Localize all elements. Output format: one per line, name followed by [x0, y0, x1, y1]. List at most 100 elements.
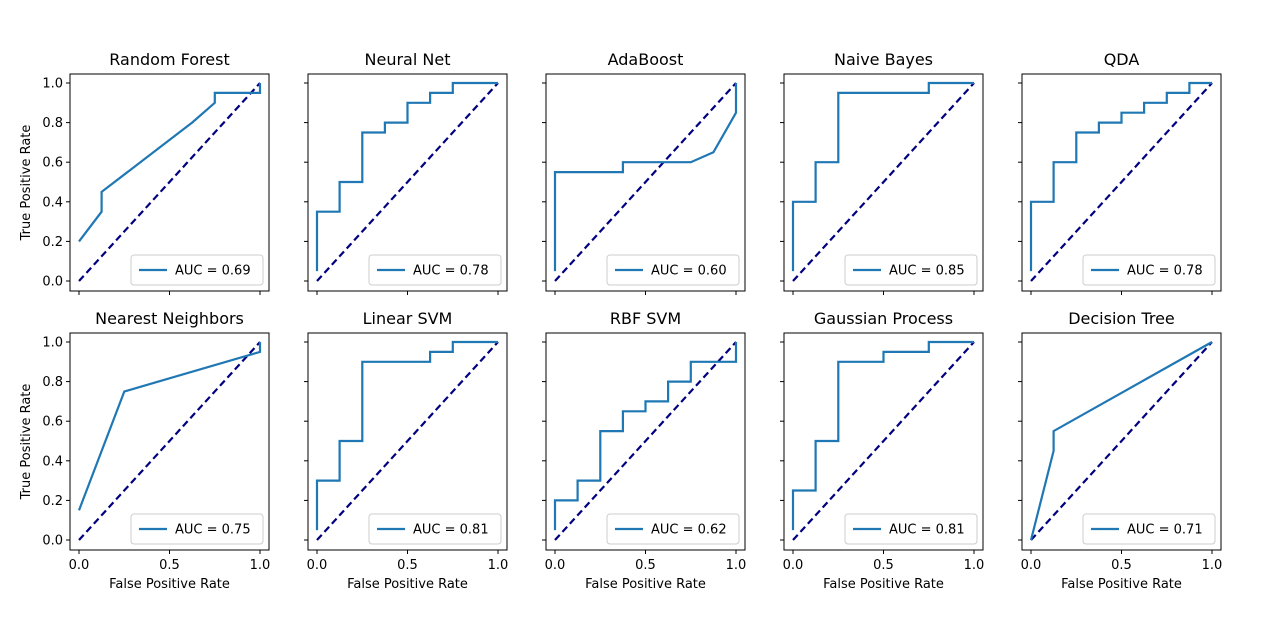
y-tick-label: 0.4 — [42, 454, 63, 469]
y-tick-label: 0.8 — [42, 375, 63, 390]
roc-panel: Nearest Neighbors 0.0 0.2 0.4 0.6 0.8 1.0 0.0 0.… — [19, 309, 270, 592]
legend-box — [1082, 513, 1216, 545]
roc-curve-line — [315, 81, 498, 272]
legend-box — [844, 513, 978, 545]
legend-label: AUC = 0.62 — [651, 523, 727, 538]
roc-curve-line — [1029, 81, 1212, 272]
y-tick-label: 0.6 — [42, 415, 63, 430]
legend: AUC = 0.81 — [368, 513, 502, 545]
chance-diagonal-line — [1030, 341, 1213, 541]
roc-curve-line — [791, 340, 974, 531]
roc-panel: Neural Net AUC = 0.78 — [304, 50, 508, 295]
panel-title: RBF SVM — [610, 309, 681, 328]
legend-label: AUC = 0.78 — [413, 264, 489, 279]
x-axis-label: False Positive Rate — [109, 577, 230, 592]
legend-label: AUC = 0.71 — [1127, 523, 1203, 538]
x-tick-label: 0.0 — [545, 558, 566, 573]
legend: AUC = 0.85 — [844, 254, 978, 286]
legend-box — [844, 254, 978, 286]
x-axis-label: False Positive Rate — [347, 577, 468, 592]
roc-curve-line — [553, 83, 738, 272]
legend-box — [368, 254, 502, 286]
legend: AUC = 0.78 — [368, 254, 502, 286]
roc-panel: AdaBoost AUC = 0.60 — [542, 50, 746, 295]
x-tick-label: 1.0 — [1202, 558, 1223, 573]
legend-label: AUC = 0.81 — [889, 523, 965, 538]
roc-curve-line — [315, 340, 498, 531]
roc-curve-line — [78, 83, 262, 243]
y-tick-label: 0.6 — [42, 156, 63, 171]
x-tick-label: 0.0 — [1021, 558, 1042, 573]
legend: AUC = 0.81 — [844, 513, 978, 545]
x-axis-label: False Positive Rate — [823, 577, 944, 592]
x-tick-label: 0.0 — [69, 558, 90, 573]
legend-box — [606, 254, 740, 286]
y-tick-label: 0.4 — [42, 195, 63, 210]
y-axis-label: True Positive Rate — [19, 384, 34, 501]
legend: AUC = 0.75 — [130, 513, 264, 545]
chance-diagonal-line — [792, 341, 975, 541]
panel-title: Nearest Neighbors — [95, 309, 244, 328]
chance-diagonal-line — [554, 82, 737, 282]
legend-label: AUC = 0.81 — [413, 523, 489, 538]
panel-title: Linear SVM — [363, 309, 453, 328]
panel-title: AdaBoost — [608, 50, 684, 69]
chance-diagonal-line — [316, 82, 499, 282]
panel-title: Neural Net — [365, 50, 451, 69]
chance-diagonal-line — [78, 82, 261, 282]
roc-panel: Decision Tree 0.0 0.5 1.0 False Positive Rat… — [1018, 309, 1222, 592]
panel-title: Gaussian Process — [814, 309, 953, 328]
roc-curve-line — [1029, 341, 1213, 541]
legend-box — [606, 513, 740, 545]
x-tick-label: 0.5 — [397, 558, 418, 573]
x-tick-label: 0.0 — [307, 558, 328, 573]
roc-panel: Naive Bayes AUC = 0.85 — [780, 50, 984, 295]
x-tick-label: 1.0 — [964, 558, 985, 573]
x-axis-label: False Positive Rate — [585, 577, 706, 592]
legend: AUC = 0.71 — [1082, 513, 1216, 545]
legend-label: AUC = 0.78 — [1127, 264, 1203, 279]
y-tick-label: 1.0 — [42, 77, 63, 92]
roc-panel: Random Forest 0.0 0.2 0.4 0.6 0.8 1.0 True Posi… — [19, 50, 270, 295]
y-tick-label: 0.2 — [42, 494, 63, 509]
y-tick-label: 0.0 — [42, 275, 63, 290]
y-tick-label: 1.0 — [42, 336, 63, 351]
y-tick-label: 0.2 — [42, 235, 63, 250]
x-tick-label: 1.0 — [726, 558, 747, 573]
x-tick-label: 1.0 — [250, 558, 271, 573]
legend-label: AUC = 0.69 — [175, 264, 251, 279]
legend-box — [130, 254, 264, 286]
roc-curve-line — [791, 81, 974, 272]
x-tick-label: 0.5 — [873, 558, 894, 573]
chance-diagonal-line — [1030, 82, 1213, 282]
x-tick-label: 0.5 — [635, 558, 656, 573]
legend: AUC = 0.69 — [130, 254, 264, 286]
roc-curve-line — [553, 342, 738, 531]
panel-title: Decision Tree — [1068, 309, 1175, 328]
roc-panel: RBF SVM 0.0 0.5 1.0 False Positive Rate AUC =… — [542, 309, 746, 592]
legend: AUC = 0.62 — [606, 513, 740, 545]
x-tick-label: 1.0 — [488, 558, 509, 573]
legend-label: AUC = 0.75 — [175, 523, 251, 538]
legend-box — [368, 513, 502, 545]
x-tick-label: 0.5 — [1111, 558, 1132, 573]
legend-label: AUC = 0.85 — [889, 264, 965, 279]
roc-panel: Linear SVM 0.0 0.5 1.0 False Positive Rate AU… — [304, 309, 508, 592]
roc-panel: Gaussian Process 0.0 0.5 1.0 False Positive … — [780, 309, 984, 592]
legend-box — [130, 513, 264, 545]
legend-label: AUC = 0.60 — [651, 264, 727, 279]
chance-diagonal-line — [554, 341, 737, 541]
x-tick-label: 0.0 — [783, 558, 804, 573]
chance-diagonal-line — [792, 82, 975, 282]
legend: AUC = 0.78 — [1082, 254, 1216, 286]
x-axis-label: False Positive Rate — [1061, 577, 1182, 592]
legend: AUC = 0.60 — [606, 254, 740, 286]
chance-diagonal-line — [316, 341, 499, 541]
roc-panel: QDA AUC = 0.78 — [1018, 50, 1222, 295]
y-tick-label: 0.8 — [42, 116, 63, 131]
chance-diagonal-line — [78, 341, 261, 541]
panel-title: QDA — [1104, 50, 1140, 69]
legend-box — [1082, 254, 1216, 286]
y-tick-label: 0.0 — [42, 534, 63, 549]
